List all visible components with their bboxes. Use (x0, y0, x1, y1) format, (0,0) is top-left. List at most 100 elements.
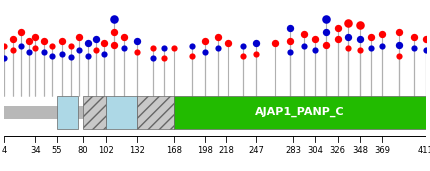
Point (85, 54, 92, 57)
Point (395, 31, 402, 34)
Point (379, 33, 386, 35)
Point (367, 35, 374, 38)
Bar (106, 96, 137, 129)
Point (323, 43, 330, 46)
Text: 80: 80 (78, 146, 88, 155)
Point (422, 38, 429, 41)
Point (150, 47, 157, 50)
Point (93, 38, 100, 41)
Text: 283: 283 (285, 146, 301, 155)
Point (1, 56, 8, 59)
Point (18, 31, 25, 34)
Point (40, 51, 47, 54)
Point (344, 35, 351, 38)
Point (67, 55, 74, 58)
Point (311, 49, 318, 52)
Text: 326: 326 (330, 146, 346, 155)
Text: AJAP1_PANP_C: AJAP1_PANP_C (255, 107, 345, 117)
Point (188, 44, 195, 47)
Point (395, 43, 402, 46)
Point (160, 56, 167, 59)
Point (100, 42, 107, 44)
Point (323, 17, 330, 20)
Point (300, 33, 307, 35)
Point (214, 35, 221, 38)
Point (40, 40, 47, 43)
Point (150, 56, 157, 59)
Point (49, 44, 55, 47)
Point (59, 40, 66, 43)
Point (121, 35, 128, 38)
Text: 132: 132 (129, 146, 145, 155)
Point (300, 44, 307, 47)
Point (85, 42, 92, 44)
Point (271, 42, 278, 44)
Point (411, 47, 418, 50)
Point (18, 44, 25, 47)
Text: 304: 304 (307, 146, 323, 155)
Point (252, 42, 259, 44)
Point (287, 40, 294, 43)
Point (121, 47, 128, 50)
Point (287, 51, 294, 54)
Point (9, 49, 16, 52)
Point (111, 17, 117, 20)
Point (100, 52, 107, 55)
Point (1, 44, 8, 47)
Point (240, 44, 247, 47)
Point (111, 31, 117, 34)
Point (357, 37, 364, 40)
Point (357, 24, 364, 26)
Point (188, 54, 195, 57)
Point (26, 40, 33, 43)
Point (422, 49, 429, 52)
Point (214, 47, 221, 50)
Point (9, 38, 16, 41)
Point (334, 26, 341, 29)
Text: 411: 411 (418, 146, 430, 155)
Bar (57, 96, 78, 129)
Point (311, 38, 318, 41)
Point (49, 54, 55, 57)
Point (367, 47, 374, 50)
Text: 198: 198 (197, 146, 213, 155)
Point (75, 35, 82, 38)
Text: 218: 218 (218, 146, 234, 155)
Point (202, 40, 209, 43)
Point (344, 22, 351, 24)
Point (67, 44, 74, 47)
Point (93, 49, 100, 52)
Text: 55: 55 (52, 146, 62, 155)
Point (379, 44, 386, 47)
Bar (83, 96, 106, 129)
Point (252, 52, 259, 55)
Point (160, 47, 167, 50)
Point (26, 51, 33, 54)
Point (323, 31, 330, 34)
Point (133, 40, 140, 43)
Point (171, 47, 178, 50)
Point (334, 38, 341, 41)
Text: 168: 168 (166, 146, 182, 155)
Point (344, 47, 351, 50)
Bar (4, 106, 426, 119)
Bar (137, 96, 174, 129)
Point (224, 42, 231, 44)
Text: 4: 4 (2, 146, 7, 155)
Point (32, 47, 39, 50)
Point (202, 51, 209, 54)
Text: 348: 348 (353, 146, 369, 155)
Point (59, 52, 66, 55)
Point (133, 51, 140, 54)
Point (287, 26, 294, 29)
Point (357, 49, 364, 52)
Point (75, 49, 82, 52)
Point (395, 54, 402, 57)
Point (240, 54, 247, 57)
Text: 34: 34 (30, 146, 41, 155)
Text: 369: 369 (374, 146, 390, 155)
Text: 102: 102 (98, 146, 114, 155)
Point (111, 43, 117, 46)
Text: 247: 247 (248, 146, 264, 155)
Bar (174, 96, 426, 129)
